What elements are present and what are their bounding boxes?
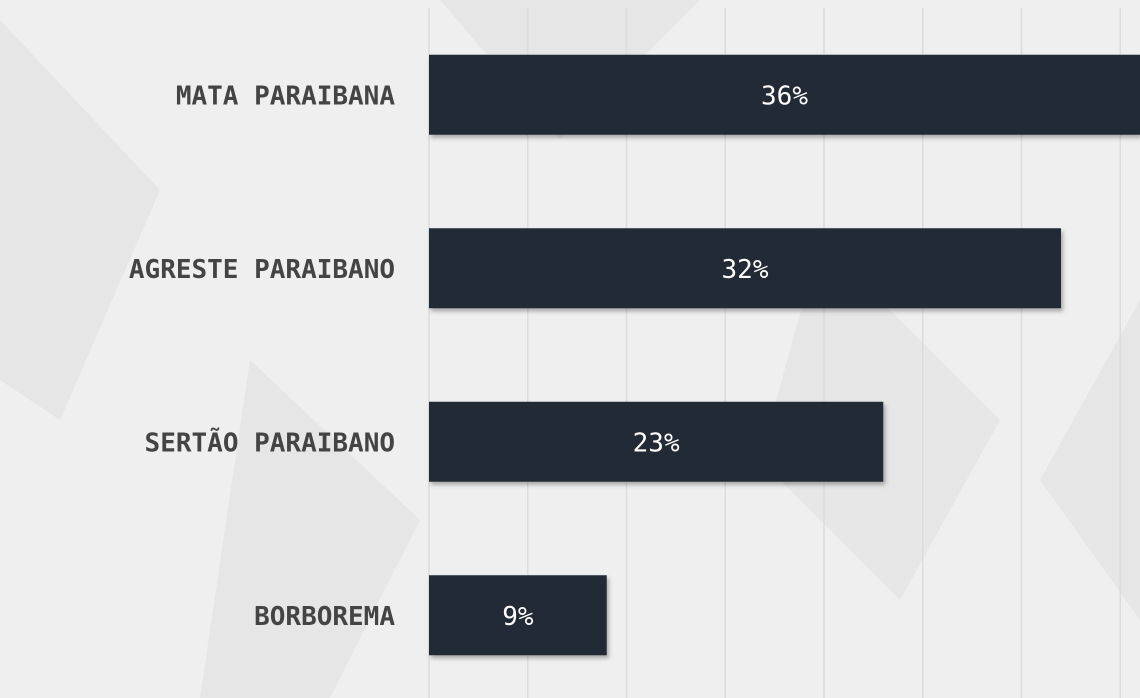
value-label: 36% (761, 81, 808, 111)
value-label: 9% (502, 602, 534, 632)
value-label: 32% (722, 255, 769, 285)
category-label: SERTÃO PARAIBANO (145, 426, 395, 458)
category-label: MATA PARAIBANA (176, 81, 395, 111)
bar (429, 575, 607, 656)
value-label: 23% (633, 428, 680, 458)
bar (429, 54, 1140, 135)
category-label: BORBOREMA (254, 602, 395, 632)
category-label: AGRESTE PARAIBANO (129, 255, 395, 285)
bar (429, 401, 884, 482)
bar (429, 228, 1061, 309)
